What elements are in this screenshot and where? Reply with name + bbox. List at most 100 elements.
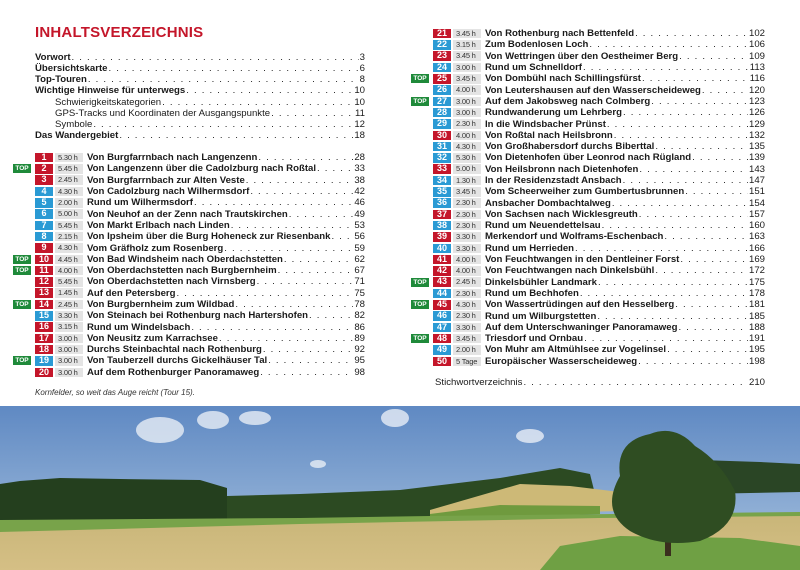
tour-entry[interactable]: 39 3.30 h Merkendorf und Wolframs-Eschenba… xyxy=(433,231,765,242)
tour-number-badge: 31 xyxy=(433,141,451,152)
index-entry[interactable]: Stichwortverzeichnis 210 xyxy=(435,377,765,388)
tour-entry[interactable]: TOP 45 4.30 h Von Wassertrüdingen auf den H… xyxy=(411,299,765,310)
tour-number-badge: 28 xyxy=(433,107,451,118)
tour-entry[interactable]: 94.30 h Vom Gräfholz zum Rosenberg 59 xyxy=(35,242,365,254)
tour-page: 28 xyxy=(354,152,365,164)
tour-entry[interactable]: 163.15 h Rund um Windelsbach 86 xyxy=(35,321,365,333)
toc-entry[interactable]: Vorwort 3 xyxy=(35,52,365,63)
toc-entry[interactable]: Das Wandergebiet 18 xyxy=(35,130,365,141)
tour-number-badge: 40 xyxy=(433,243,451,254)
tour-entry[interactable]: 442.30 h Rund um Bechhofen 178 xyxy=(433,288,765,299)
tour-entry[interactable]: 362.30 h Ansbacher Dombachtalweg 154 xyxy=(433,197,765,209)
toc-entry[interactable]: GPS-Tracks und Koordinaten der Ausgangsp… xyxy=(35,108,365,119)
tour-entry[interactable]: 505 Tage Europäischer Wasserscheideweg 198 xyxy=(433,356,765,367)
tour-entry[interactable]: 304.00 h Von Roßtal nach Heilsbronn 132 xyxy=(433,130,765,141)
toc-entry[interactable]: Symbole 12 xyxy=(35,119,365,130)
tour-page: 154 xyxy=(748,197,765,209)
tour-entry[interactable]: 131.45 h Auf den Petersberg 75 xyxy=(35,288,365,299)
tour-page: 132 xyxy=(748,129,765,141)
tour-entry[interactable]: 44.30 h Von Cadolzburg nach Wilhermsdorf 4… xyxy=(35,186,365,197)
tour-entry[interactable]: 403.30 h Rund um Herrieden 166 xyxy=(433,243,765,254)
tour-title: Von Dombühl nach Schillingsfürst xyxy=(485,73,641,85)
tour-entry[interactable]: 1 5.30 h Von Burgfarrnbach nach Langenzenn… xyxy=(35,152,365,163)
tour-entry[interactable]: 20 3.00 h Auf dem Rothenburger Panoramaweg… xyxy=(35,367,365,378)
dot-leader xyxy=(635,28,748,39)
dot-leader xyxy=(258,152,353,163)
tour-entry[interactable]: 6 5.00 h Von Neuhof an der Zenn nach Traut… xyxy=(35,208,365,220)
tour-entry[interactable]: TOP 27 3.00 h Auf dem Jakobsweg nach Colmbe… xyxy=(411,96,765,107)
tour-title: Rund um Schnelldorf xyxy=(485,62,583,74)
tour-entry[interactable]: 35 3.45 h Vom Scheerweiher zum Gumbertusbr… xyxy=(433,186,765,197)
tour-entry[interactable]: 42 4.00 h Von Feuchtwangen nach Dinkelsbüh… xyxy=(433,265,765,276)
tour-duration: 4.30 h xyxy=(55,243,83,253)
tour-entry[interactable]: 283.00 h Rundwanderung um Lehrberg 126 xyxy=(433,107,765,118)
dot-leader xyxy=(679,51,748,62)
tour-duration: 4.45 h xyxy=(55,254,83,265)
tour-entry[interactable]: TOP 10 4.45 h Von Bad Windsheim nach Oberda… xyxy=(13,253,365,265)
tour-entry[interactable]: TOP 142.45 h Von Burgbernheim zum Wildbad 7… xyxy=(13,299,365,310)
dot-leader xyxy=(186,85,353,96)
toc-entry[interactable]: Wichtige Hinweise für unterwegs 10 xyxy=(35,85,365,96)
tour-duration: 5.30 h xyxy=(55,152,83,163)
tour-list-left: 1 5.30 h Von Burgfarrnbach nach Langenzenn… xyxy=(13,152,365,378)
tour-entry[interactable]: 23 3.45 h Von Wettringen über den Oestheim… xyxy=(433,51,765,62)
tour-page: 56 xyxy=(354,231,365,243)
index-page: 210 xyxy=(748,377,765,388)
top-badge: TOP xyxy=(411,300,429,310)
tour-entry[interactable]: 292.30 h In die Windsbacher Prünst 129 xyxy=(433,118,765,130)
tour-number-badge: 26 xyxy=(433,85,451,95)
tour-entry[interactable]: TOP 2 5.45 h Von Langenzenn über die Cadolz… xyxy=(13,163,365,174)
tour-entry[interactable]: TOP 19 3.00 h Von Tauberzell durchs Gickelh… xyxy=(13,355,365,366)
toc-entry[interactable]: Übersichtskarte 6 xyxy=(35,63,365,74)
tour-number-badge: 13 xyxy=(35,288,53,298)
tour-number-badge: 7 xyxy=(35,220,53,231)
tour-entry[interactable]: 31 4.30 h Von Großhabersdorf durchs Bibert… xyxy=(433,141,765,152)
tour-title: Von Feuchtwangen nach Dinkelsbühl xyxy=(485,265,655,277)
tour-entry[interactable]: 26 4.00 h Von Leutershausen auf den Wasser… xyxy=(433,84,765,96)
tour-entry[interactable]: 49 2.00 h Von Muhr am Altmühlsee zur Vogel… xyxy=(433,344,765,355)
tour-page: 195 xyxy=(748,344,765,356)
tour-title: Rund um Wilburgstetten xyxy=(485,310,597,322)
tour-title: Von Wettringen über den Oestheimer Berg xyxy=(485,50,679,62)
tour-entry[interactable]: 335.00 h Von Heilsbronn nach Dietenhofen 1… xyxy=(433,164,765,175)
tour-entry[interactable]: 382.30 h Rund um Neuendettelsau 160 xyxy=(433,220,765,231)
tour-title: Vom Gräfholz zum Rosenberg xyxy=(87,242,224,254)
tour-entry[interactable]: 47 3.30 h Auf dem Unterschwaninger Panoram… xyxy=(433,322,765,333)
dot-leader xyxy=(289,209,354,220)
tour-entry[interactable]: 41 4.00 h Von Feuchtwangen in den Dentlein… xyxy=(433,254,765,265)
tour-entry[interactable]: 8 2.15 h Von Ipsheim über die Burg Hohenec… xyxy=(35,231,365,242)
tour-entry[interactable]: 32 5.30 h Von Dietenhofen über Leonrod nac… xyxy=(433,152,765,163)
tour-entry[interactable]: 223.15 h Zum Bodenlosen Loch 106 xyxy=(433,39,765,50)
tour-entry[interactable]: 462.30 h Rund um Wilburgstetten 185 xyxy=(433,310,765,322)
dot-leader xyxy=(72,52,359,63)
tour-entry[interactable]: TOP 432.45 h Dinkelsbühler Landmark 175 xyxy=(411,277,765,288)
tour-entry[interactable]: 213.45 h Von Rothenburg nach Bettenfeld 10… xyxy=(433,28,765,39)
tour-entry[interactable]: 341.30 h In der Residenzstadt Ansbach 147 xyxy=(433,175,765,186)
tour-title: Von Dietenhofen über Leonrod nach Rüglan… xyxy=(485,152,692,164)
tour-entry[interactable]: 75.45 h Von Markt Erlbach nach Linden 53 xyxy=(35,220,365,231)
toc-page: 18 xyxy=(354,129,365,141)
tour-page: 135 xyxy=(748,141,765,153)
toc-page: 3 xyxy=(359,52,365,63)
tour-number-badge: 27 xyxy=(433,96,451,107)
toc-entry[interactable]: Schwierigkeitskategorien 10 xyxy=(35,97,365,108)
tour-entry[interactable]: TOP 483.45 h Triesdorf und Ornbau 191 xyxy=(411,333,765,345)
tour-duration: 5.00 h xyxy=(453,164,481,174)
tour-entry[interactable]: 52.00 h Rund um Wilhermsdorf 46 xyxy=(35,197,365,208)
tour-entry[interactable]: 15 3.30 h Von Steinach bei Rothenburg nach… xyxy=(35,310,365,321)
tour-entry[interactable]: 372.30 h Von Sachsen nach Wicklesgreuth 15… xyxy=(433,209,765,220)
tour-title: Von Bad Windsheim nach Oberdachstetten xyxy=(87,253,283,265)
tour-entry[interactable]: TOP 25 3.45 h Von Dombühl nach Schillingsfü… xyxy=(411,73,765,85)
dot-leader xyxy=(584,333,748,344)
tour-number-badge: 35 xyxy=(433,187,451,197)
tour-entry[interactable]: 173.00 h Von Neusitz zum Karrachsee 89 xyxy=(35,333,365,344)
tour-duration: 2.00 h xyxy=(55,198,83,208)
tour-entry[interactable]: 12 5.45 h Von Oberdachstetten nach Virnsbe… xyxy=(35,276,365,287)
tour-entry[interactable]: 18 3.00 h Durchs Steinbachtal nach Rothenb… xyxy=(35,344,365,355)
tour-title: Triesdorf und Ornbau xyxy=(485,333,584,345)
tour-entry[interactable]: 3 2.45 h Von Burgfarrnbach zur Alten Veste… xyxy=(35,175,365,186)
tour-entry[interactable]: TOP 11 4.00 h Von Oberdachstetten nach Burg… xyxy=(13,265,365,276)
tour-duration: 2.30 h xyxy=(453,288,481,299)
toc-entry[interactable]: Top-Touren 8 xyxy=(35,74,365,85)
tour-entry[interactable]: 243.00 h Rund um Schnelldorf 113 xyxy=(433,62,765,73)
